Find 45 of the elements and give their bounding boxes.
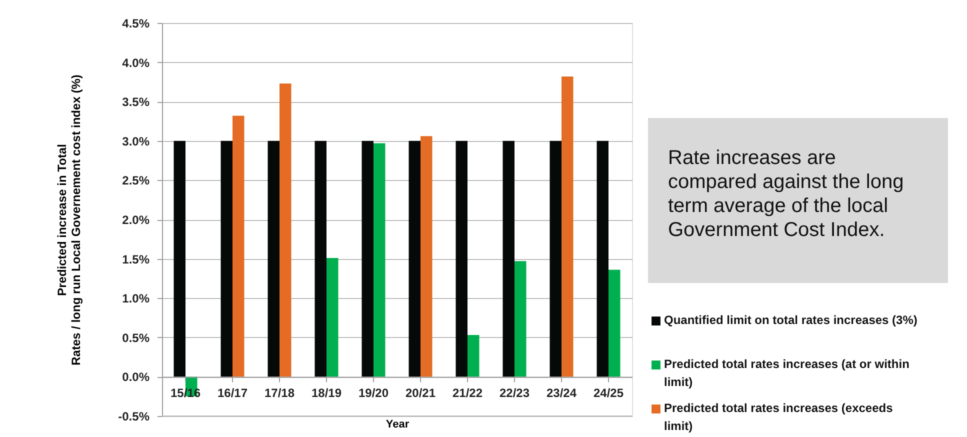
- bar: [374, 143, 386, 377]
- x-tick-label: 22/23: [499, 386, 530, 400]
- bar: [326, 258, 338, 377]
- x-tick-label: 24/25: [593, 386, 624, 400]
- bar: [408, 140, 420, 377]
- legend-label: Predicted total rates increases (at or within limit): [664, 357, 910, 389]
- bar: [362, 140, 374, 377]
- bar: [456, 140, 468, 377]
- bar: [514, 261, 526, 377]
- y-tick-label: 3.5%: [122, 95, 150, 110]
- bar: [220, 140, 232, 377]
- bar: [280, 84, 292, 377]
- bar: [468, 335, 480, 377]
- y-tick-label: 4.0%: [122, 56, 150, 70]
- x-tick-label: 16/17: [217, 386, 248, 400]
- bar: [502, 140, 514, 377]
- y-tick-label: 0.5%: [122, 330, 150, 345]
- x-tick-label: 21/22: [452, 386, 483, 400]
- y-tick-label: 1.5%: [122, 252, 150, 266]
- legend-label: Quantified limit on total rates increases (3%): [664, 313, 918, 327]
- y-tick-label: 2.0%: [122, 213, 150, 227]
- x-tick-label: 23/24: [546, 386, 577, 400]
- bar: [232, 116, 244, 377]
- bar: [420, 136, 432, 377]
- x-tick-label: 17/18: [264, 386, 295, 400]
- y-tick-label: 1.0%: [122, 292, 150, 306]
- text: Rate increases are compared against the long term average of the local Government Cost Index.: [668, 147, 904, 241]
- bar: [596, 140, 608, 377]
- y-tick-label: 4.5%: [122, 16, 150, 30]
- y-tick-label: 2.5%: [122, 174, 150, 188]
- legend-label: Predicted total rates increases (exceeds limit): [664, 401, 894, 433]
- bar: [608, 270, 620, 377]
- y-axis-title: Predicted increase in Total Rates / long run Local Governement cost index (%): [55, 74, 84, 366]
- x-tick-label: 19/20: [358, 386, 389, 400]
- bar: [174, 140, 186, 377]
- y-tick-label: 3.0%: [122, 134, 150, 148]
- y-tick-label: -0.5%: [118, 410, 150, 424]
- bar: [562, 76, 574, 377]
- bar: [550, 140, 562, 377]
- x-tick-label: 18/19: [311, 386, 342, 400]
- x-axis-title: Year: [386, 418, 410, 430]
- bar: [268, 140, 280, 377]
- bar: [314, 140, 326, 377]
- y-tick-label: 0.0%: [122, 370, 150, 384]
- x-tick-label: 20/21: [405, 386, 436, 400]
